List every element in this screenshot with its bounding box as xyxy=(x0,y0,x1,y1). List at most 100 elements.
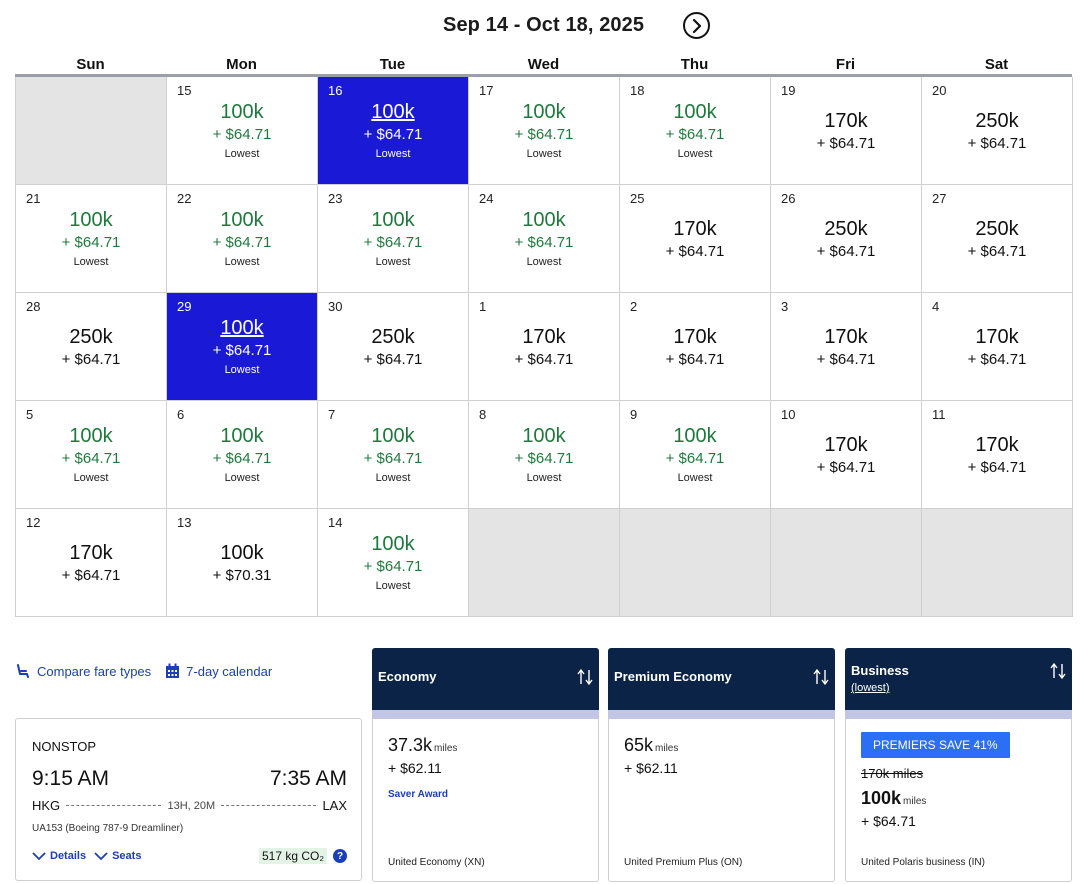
day-miles-price: 100k xyxy=(371,425,415,447)
lowest-fare-label: Lowest xyxy=(73,256,109,268)
calendar-empty-cell xyxy=(771,509,922,617)
calendar-day-cell[interactable]: 4 170k + $64.71 xyxy=(922,293,1073,401)
calendar-day-cell[interactable]: 8 100k + $64.71 Lowest xyxy=(469,401,620,509)
day-number: 20 xyxy=(932,83,947,98)
day-number: 10 xyxy=(781,407,796,422)
day-number: 19 xyxy=(781,83,796,98)
day-tax-amount: + $64.71 xyxy=(61,450,121,467)
sort-arrows-icon[interactable] xyxy=(813,668,829,686)
day-miles-price: 100k xyxy=(522,209,566,231)
compare-fare-types-link[interactable]: Compare fare types xyxy=(15,663,151,679)
calendar-empty-cell xyxy=(469,509,620,617)
day-miles-price: 250k xyxy=(824,218,868,240)
premium-economy-fare-class: United Premium Plus (ON) xyxy=(624,857,743,868)
weekday-label: Wed xyxy=(527,56,560,73)
calendar-day-cell[interactable]: 25 170k + $64.71 xyxy=(620,185,771,293)
fare-calendar: Sun Mon Tue Wed Thu Fri Sat 15 100k + $64.… xyxy=(15,55,1073,617)
premium-economy-fare-option[interactable]: 65k miles + $62.11 United Premium Plus (O… xyxy=(608,719,835,882)
calendar-day-cell[interactable]: 26 250k + $64.71 xyxy=(771,185,922,293)
lowest-fare-label: Lowest xyxy=(224,256,260,268)
calendar-day-cell[interactable]: 28 250k + $64.71 xyxy=(16,293,167,401)
day-miles-price: 170k xyxy=(824,326,868,348)
origin-airport: HKG xyxy=(32,798,61,813)
calendar-day-cell[interactable]: 30 250k + $64.71 xyxy=(318,293,469,401)
date-range-header: Sep 14 - Oct 18, 2025 xyxy=(0,12,1080,40)
calendar-day-cell[interactable]: 22 100k + $64.71 Lowest xyxy=(167,185,318,293)
premium-economy-miles: 65k miles xyxy=(624,735,678,756)
seats-toggle[interactable]: Seats xyxy=(94,850,141,862)
economy-strip xyxy=(372,710,599,719)
day-tax-amount: + $64.71 xyxy=(514,450,574,467)
day-miles-price: 170k xyxy=(975,434,1019,456)
lowest-fare-label: Lowest xyxy=(677,148,713,160)
day-number: 6 xyxy=(177,407,185,422)
calendar-day-cell[interactable]: 23 100k + $64.71 Lowest xyxy=(318,185,469,293)
calendar-day-cell[interactable]: 7 100k + $64.71 Lowest xyxy=(318,401,469,509)
seat-icon xyxy=(17,664,29,678)
calendar-day-cell[interactable]: 29 100k + $64.71 Lowest xyxy=(167,293,318,401)
day-tax-amount: + $64.71 xyxy=(212,342,272,359)
calendar-day-cell[interactable]: 10 170k + $64.71 xyxy=(771,401,922,509)
day-tax-amount: + $64.71 xyxy=(665,126,725,143)
calendar-day-cell[interactable]: 19 170k + $64.71 xyxy=(771,77,922,185)
calendar-day-cell[interactable]: 2 170k + $64.71 xyxy=(620,293,771,401)
business-fare-option[interactable]: PREMIERS SAVE 41% 170k miles 100k miles +… xyxy=(845,719,1072,882)
business-lowest-label[interactable]: (lowest) xyxy=(851,682,890,694)
chevron-right-icon xyxy=(692,18,701,33)
original-price: 170k miles xyxy=(861,766,924,781)
day-miles-price: 100k xyxy=(220,425,264,447)
day-tax-amount: + $64.71 xyxy=(665,450,725,467)
lowest-fare-label: Lowest xyxy=(375,472,411,484)
lowest-fare-label: Lowest xyxy=(677,472,713,484)
day-miles-price: 170k xyxy=(975,326,1019,348)
calendar-day-cell[interactable]: 3 170k + $64.71 xyxy=(771,293,922,401)
calendar-day-cell[interactable]: 16 100k + $64.71 Lowest xyxy=(318,77,469,185)
premium-economy-header[interactable]: Premium Economy xyxy=(608,648,835,710)
calendar-day-cell[interactable]: 17 100k + $64.71 Lowest xyxy=(469,77,620,185)
day-number: 9 xyxy=(630,407,638,422)
day-number: 13 xyxy=(177,515,192,530)
business-header[interactable]: Business (lowest) xyxy=(845,648,1072,710)
calendar-day-cell[interactable]: 6 100k + $64.71 Lowest xyxy=(167,401,318,509)
calendar-day-cell[interactable]: 14 100k + $64.71 Lowest xyxy=(318,509,469,617)
arrival-time: 7:35 AM xyxy=(269,767,347,790)
calendar-day-cell[interactable]: 27 250k + $64.71 xyxy=(922,185,1073,293)
calendar-day-cell[interactable]: 9 100k + $64.71 Lowest xyxy=(620,401,771,509)
day-number: 2 xyxy=(630,299,638,314)
day-tax-amount: + $64.71 xyxy=(967,351,1027,368)
day-miles-price: 250k xyxy=(975,110,1019,132)
sort-arrows-icon[interactable] xyxy=(1050,662,1066,680)
economy-header[interactable]: Economy xyxy=(372,648,599,710)
calendar-day-cell[interactable]: 24 100k + $64.71 Lowest xyxy=(469,185,620,293)
calendar-day-cell[interactable]: 18 100k + $64.71 Lowest xyxy=(620,77,771,185)
flight-summary-card: NONSTOP 9:15 AM 7:35 AM HKG 13H, 20M LAX… xyxy=(15,718,362,881)
next-range-button[interactable] xyxy=(683,12,710,39)
saver-award-tag: Saver Award xyxy=(388,789,449,800)
info-icon[interactable]: ? xyxy=(333,849,347,863)
calendar-day-cell[interactable]: 21 100k + $64.71 Lowest xyxy=(16,185,167,293)
economy-fare-option[interactable]: 37.3k miles + $62.11 Saver Award United E… xyxy=(372,719,599,882)
destination-airport: LAX xyxy=(322,798,348,813)
calendar-day-cell[interactable]: 1 170k + $64.71 xyxy=(469,293,620,401)
sort-arrows-icon[interactable] xyxy=(577,668,593,686)
day-tax-amount: + $70.31 xyxy=(212,567,272,584)
miles-unit: miles xyxy=(903,796,927,807)
weekday-label: Mon xyxy=(226,56,257,73)
calendar-day-cell[interactable]: 15 100k + $64.71 Lowest xyxy=(167,77,318,185)
day-number: 17 xyxy=(479,83,494,98)
day-miles-price: 100k xyxy=(220,542,264,564)
day-miles-price: 100k xyxy=(371,101,415,123)
day-miles-price: 100k xyxy=(522,425,566,447)
day-number: 4 xyxy=(932,299,940,314)
lowest-fare-label: Lowest xyxy=(73,472,109,484)
calendar-empty-cell xyxy=(922,509,1073,617)
calendar-day-cell[interactable]: 13 100k + $70.31 xyxy=(167,509,318,617)
details-toggle[interactable]: Details xyxy=(32,850,86,862)
calendar-day-cell[interactable]: 11 170k + $64.71 xyxy=(922,401,1073,509)
chevron-down-icon xyxy=(94,851,108,860)
calendar-day-cell[interactable]: 12 170k + $64.71 xyxy=(16,509,167,617)
day-number: 3 xyxy=(781,299,789,314)
seven-day-calendar-link[interactable]: 7-day calendar xyxy=(165,663,272,679)
calendar-day-cell[interactable]: 20 250k + $64.71 xyxy=(922,77,1073,185)
calendar-day-cell[interactable]: 5 100k + $64.71 Lowest xyxy=(16,401,167,509)
